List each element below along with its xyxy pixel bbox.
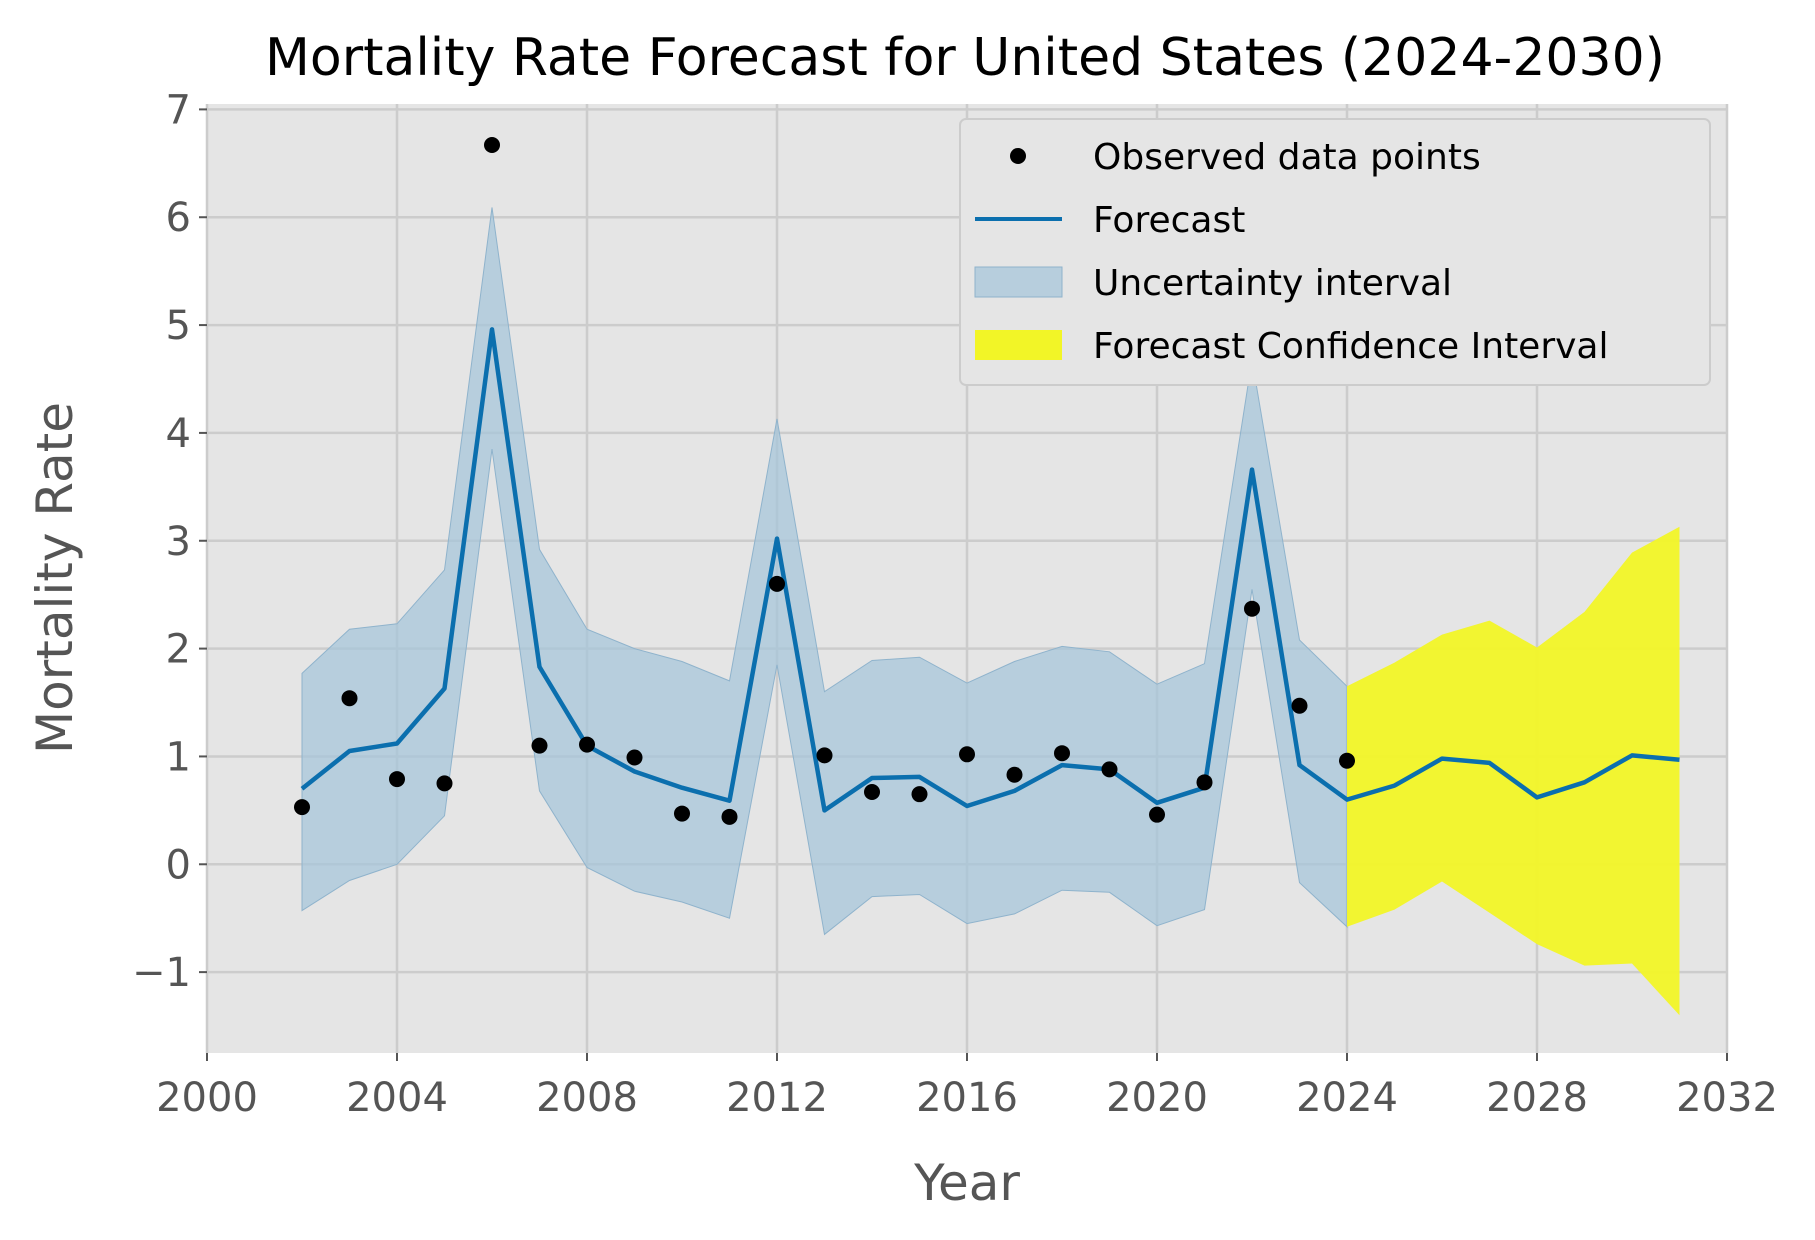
legend-label-observed: Observed data points <box>1093 137 1481 178</box>
observed-point <box>1006 766 1023 783</box>
observed-point <box>626 749 643 766</box>
legend-box <box>959 118 1711 386</box>
observed-point <box>816 747 833 764</box>
legend-label-forecast: Forecast <box>1093 200 1245 241</box>
intervals <box>301 207 1680 1016</box>
y-axis-title: Mortality Rate <box>26 402 84 754</box>
observed-point <box>294 799 310 816</box>
legend-label-forecast-ci: Forecast Confidence Interval <box>1093 326 1609 367</box>
y-tick-label: −1 <box>132 950 191 996</box>
y-tick-label: 6 <box>166 195 191 241</box>
observed-point <box>769 575 785 592</box>
y-tick-label: 5 <box>166 303 191 349</box>
x-tick-label: 2000 <box>156 1075 258 1121</box>
observed-point <box>674 805 690 822</box>
legend-marker-uncertainty <box>974 266 1063 298</box>
x-tick-label: 2012 <box>726 1075 828 1121</box>
y-tick-label: 2 <box>166 627 191 673</box>
observed-series <box>294 136 1355 825</box>
observed-point <box>341 690 358 707</box>
x-tick-label: 2028 <box>1486 1075 1588 1121</box>
x-tick-label: 2016 <box>916 1075 1018 1121</box>
x-tick-label: 2032 <box>1676 1075 1778 1121</box>
y-axis: −1 0 1 2 3 4 5 6 7 <box>132 87 207 996</box>
observed-point <box>389 771 405 788</box>
observed-point <box>484 136 500 153</box>
legend: Observed data points Forecast Uncertaint… <box>959 118 1711 386</box>
observed-point <box>579 736 595 753</box>
observed-point <box>1291 697 1308 714</box>
legend-label-uncertainty: Uncertainty interval <box>1093 263 1452 304</box>
forecast-line <box>300 327 1680 813</box>
observed-point <box>1244 600 1260 617</box>
y-tick-label: 1 <box>166 734 191 780</box>
legend-marker-observed <box>1010 148 1026 164</box>
observed-point <box>436 775 453 792</box>
y-tick-label: 7 <box>166 87 191 133</box>
observed-point <box>1149 806 1165 823</box>
x-tick-label: 2024 <box>1296 1075 1398 1121</box>
y-tick-label: 3 <box>166 519 191 565</box>
forecast-series <box>300 327 1680 813</box>
x-tick-label: 2020 <box>1106 1075 1208 1121</box>
observed-point <box>911 786 928 803</box>
y-tick-label: 0 <box>166 842 191 888</box>
chart-title: Mortality Rate Forecast for United State… <box>265 28 1665 88</box>
y-tick-label: 4 <box>166 411 191 457</box>
forecast-ci-band <box>1347 526 1680 1016</box>
observed-point <box>1054 745 1070 762</box>
observed-point <box>1196 774 1213 791</box>
observed-point <box>1339 752 1355 769</box>
observed-point <box>721 808 738 825</box>
x-axis: 2000 2004 2008 2012 2016 2020 2024 2028 2032 <box>156 1053 1778 1121</box>
legend-marker-forecast-ci <box>975 330 1062 360</box>
x-tick-label: 2004 <box>346 1075 448 1121</box>
observed-point <box>531 737 548 754</box>
observed-point <box>959 746 975 763</box>
x-axis-title: Year <box>913 1154 1020 1212</box>
observed-point <box>1101 761 1118 778</box>
observed-point <box>864 784 880 801</box>
x-tick-label: 2008 <box>536 1075 638 1121</box>
